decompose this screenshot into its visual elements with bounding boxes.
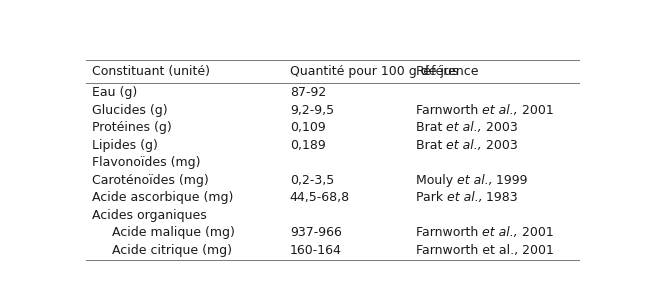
Text: 9,2-9,5: 9,2-9,5	[290, 104, 334, 117]
Text: Brat: Brat	[415, 121, 446, 135]
Text: 2001: 2001	[518, 226, 554, 239]
Text: Acides organiques: Acides organiques	[92, 209, 207, 222]
Text: et al.,: et al.,	[446, 121, 482, 135]
Text: 0,189: 0,189	[290, 139, 326, 152]
Text: Brat: Brat	[415, 139, 446, 152]
Text: 44,5-68,8: 44,5-68,8	[290, 191, 350, 205]
Text: et al.,: et al.,	[482, 226, 518, 239]
Text: et al.,: et al.,	[482, 104, 518, 117]
Text: Farnworth et al., 2001: Farnworth et al., 2001	[415, 244, 554, 257]
Text: 0,2-3,5: 0,2-3,5	[290, 174, 334, 187]
Text: Caroténoïdes (mg): Caroténoïdes (mg)	[92, 174, 209, 187]
Text: Acide citrique (mg): Acide citrique (mg)	[112, 244, 232, 257]
Text: Référence: Référence	[415, 65, 479, 78]
Text: 160-164: 160-164	[290, 244, 342, 257]
Text: et al.,: et al.,	[447, 191, 482, 205]
Text: Acide malique (mg): Acide malique (mg)	[112, 226, 235, 239]
Text: 1999: 1999	[493, 174, 528, 187]
Text: Lipides (g): Lipides (g)	[92, 139, 158, 152]
Text: 2003: 2003	[482, 121, 517, 135]
Text: Protéines (g): Protéines (g)	[92, 121, 172, 135]
Text: 937-966: 937-966	[290, 226, 342, 239]
Text: et al.,: et al.,	[446, 139, 482, 152]
Text: 1983: 1983	[482, 191, 518, 205]
Text: Farnworth: Farnworth	[415, 226, 482, 239]
Text: Acide ascorbique (mg): Acide ascorbique (mg)	[92, 191, 234, 205]
Text: Farnworth: Farnworth	[415, 104, 482, 117]
Text: 87-92: 87-92	[290, 86, 326, 100]
Text: 2003: 2003	[482, 139, 517, 152]
Text: Eau (g): Eau (g)	[92, 86, 138, 100]
Text: Park: Park	[415, 191, 447, 205]
Text: Quantité pour 100 g de jus: Quantité pour 100 g de jus	[290, 65, 458, 78]
Text: Glucides (g): Glucides (g)	[92, 104, 168, 117]
Text: 2001: 2001	[518, 104, 554, 117]
Text: Flavonoïdes (mg): Flavonoïdes (mg)	[92, 156, 201, 170]
Text: et al.,: et al.,	[457, 174, 493, 187]
Text: Mouly: Mouly	[415, 174, 457, 187]
Text: 0,109: 0,109	[290, 121, 326, 135]
Text: Constituant (unité): Constituant (unité)	[92, 65, 210, 78]
